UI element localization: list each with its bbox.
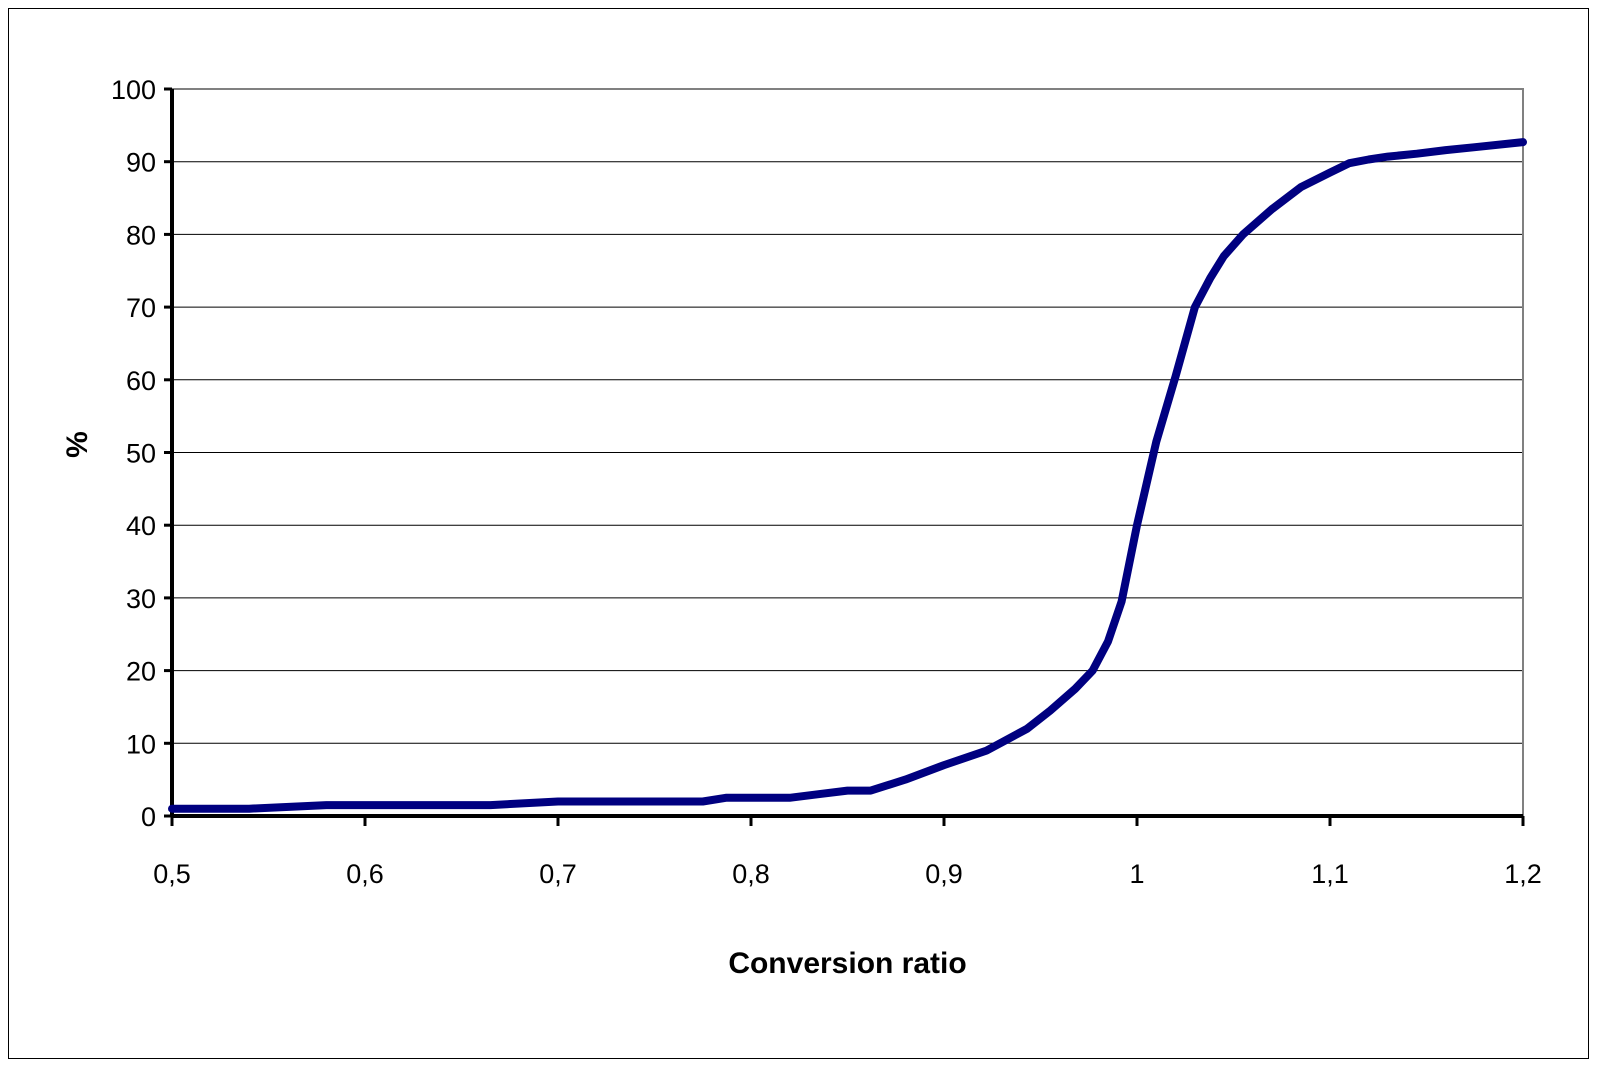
y-tick-label: 60 xyxy=(126,366,156,396)
y-axis-title: % xyxy=(61,431,94,458)
y-tick-label: 70 xyxy=(126,293,156,323)
axes xyxy=(164,87,1525,826)
x-tick-label: 0,9 xyxy=(925,859,963,889)
line-chart: 0 10 20 30 40 50 60 70 80 90 100 0,5 0,6 0,7 0,8 0,9 1 1… xyxy=(61,75,1542,980)
y-tick-label: 0 xyxy=(141,802,156,832)
x-tick-label: 0,7 xyxy=(539,859,577,889)
y-tick-label: 90 xyxy=(126,148,156,178)
x-tick-label: 0,8 xyxy=(732,859,770,889)
y-tick-label: 10 xyxy=(126,729,156,759)
grid-lines xyxy=(172,161,1523,744)
series-line xyxy=(168,138,1527,813)
x-tick-label: 0,6 xyxy=(346,859,384,889)
x-tick-label: 1 xyxy=(1129,859,1144,889)
y-tick-label: 40 xyxy=(126,511,156,541)
y-tick-label: 100 xyxy=(111,75,156,105)
x-tick-label: 1,2 xyxy=(1504,859,1542,889)
y-tick-label: 30 xyxy=(126,584,156,614)
x-tick-label: 1,1 xyxy=(1311,859,1349,889)
chart-frame: 0 10 20 30 40 50 60 70 80 90 100 0,5 0,6 0,7 0,8 0,9 1 1… xyxy=(8,8,1589,1059)
x-tick-labels: 0,5 0,6 0,7 0,8 0,9 1 1,1 1,2 xyxy=(153,859,1542,889)
y-tick-label: 80 xyxy=(126,220,156,250)
y-tick-label: 20 xyxy=(126,657,156,687)
x-tick-label: 0,5 xyxy=(153,859,191,889)
y-tick-label: 50 xyxy=(126,439,156,469)
y-tick-labels: 0 10 20 30 40 50 60 70 80 90 100 xyxy=(111,75,156,832)
x-axis-title: Conversion ratio xyxy=(728,947,966,980)
